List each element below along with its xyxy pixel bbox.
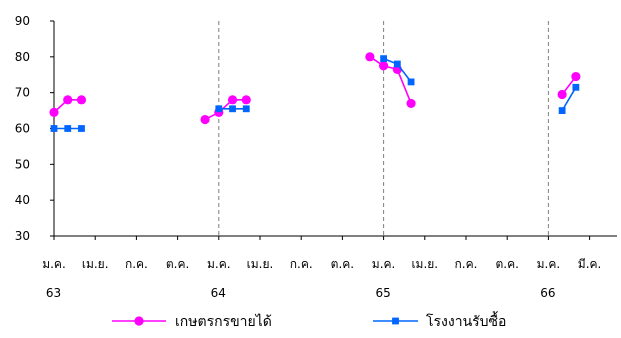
data-point — [241, 95, 251, 105]
x-tick-label: มี.ค. — [578, 257, 602, 271]
y-tick-label: 40 — [15, 193, 30, 207]
series-line — [369, 56, 412, 104]
series-line — [204, 99, 247, 121]
data-point — [227, 95, 238, 105]
y-tick-label: 70 — [15, 86, 30, 100]
data-point — [571, 71, 581, 82]
axes: 30 40 50 60 70 80 90 ม.ค. เม.ย. ก.ค. ต.ค. ม.ค. เม.ย.… — [15, 14, 617, 300]
data-point — [558, 107, 566, 114]
legend-marker — [134, 316, 144, 326]
data-point — [380, 55, 387, 63]
x-tick-label: ม.ค. — [42, 257, 66, 271]
data-point — [78, 125, 85, 132]
x-tick-label: เม.ย. — [247, 257, 274, 271]
x-tick-label: ก.ค. — [125, 257, 148, 271]
data-point — [229, 105, 236, 113]
series-layer — [49, 52, 581, 132]
data-point — [49, 107, 59, 117]
data-point — [50, 125, 58, 132]
year-separators — [218, 21, 549, 236]
data-point — [76, 95, 87, 105]
data-point — [557, 89, 567, 100]
series-1 — [49, 52, 581, 125]
series-2 — [50, 55, 580, 132]
x-tick-label: ต.ค. — [166, 257, 189, 271]
data-point — [200, 114, 210, 125]
legend-label: โรงงานรับซื้อ — [426, 311, 506, 330]
x-tick-label: ก.ค. — [455, 257, 478, 271]
data-point — [64, 125, 72, 132]
year-label: 65 — [375, 286, 390, 300]
legend-item: เกษตรกรขายได้ — [112, 313, 272, 330]
data-point — [379, 61, 389, 71]
legend: เกษตรกรขายได้ โรงงานรับซื้อ — [112, 311, 506, 330]
x-tick-label: เม.ย. — [82, 257, 109, 271]
data-point — [393, 60, 401, 68]
data-point — [572, 83, 580, 91]
y-tick-label: 80 — [15, 50, 30, 64]
legend-marker — [392, 317, 399, 325]
year-label: 63 — [46, 286, 61, 300]
legend-item: โรงงานรับซื้อ — [373, 311, 506, 330]
y-tick-label: 90 — [15, 14, 30, 28]
legend-label: เกษตรกรขายได้ — [175, 313, 272, 330]
x-tick-label: ม.ค. — [537, 257, 561, 271]
y-tick-label: 50 — [15, 157, 30, 171]
x-tick-label: เม.ย. — [411, 257, 438, 271]
year-label: 64 — [211, 286, 226, 300]
data-point — [365, 52, 375, 62]
data-point — [406, 98, 416, 109]
x-tick-label: ต.ค. — [331, 257, 354, 271]
series-line — [561, 86, 577, 112]
data-point — [407, 78, 415, 86]
x-tick-label: ม.ค. — [207, 257, 231, 271]
data-point — [215, 105, 223, 113]
data-point — [242, 105, 250, 113]
year-label: 66 — [540, 286, 555, 300]
y-tick-label: 30 — [15, 229, 30, 243]
data-point — [63, 95, 73, 105]
x-tick-label: ม.ค. — [372, 257, 396, 271]
x-tick-label: ก.ค. — [290, 257, 313, 271]
y-tick-label: 60 — [15, 122, 30, 136]
x-tick-label: ต.ค. — [495, 257, 518, 271]
